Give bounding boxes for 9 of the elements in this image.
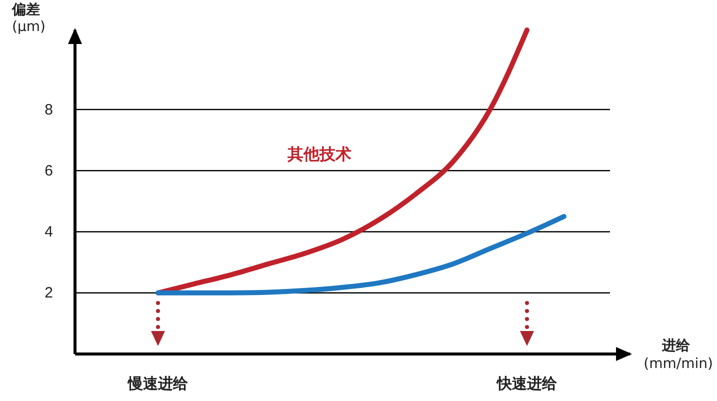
y-axis-title: 偏差 (μm) [11,2,46,35]
y-tick-label: 8 [44,101,53,118]
y-tick-label: 6 [44,162,53,180]
y-tick-label: 4 [44,224,53,241]
text: 其他技术 [286,144,352,164]
x-tick-label: 快速进给 [496,376,558,393]
x-axis-title: 进给 (mm/min) [644,338,713,372]
x-tick-label: 慢速进给 [127,376,189,393]
y-tick-label: 2 [44,284,53,302]
